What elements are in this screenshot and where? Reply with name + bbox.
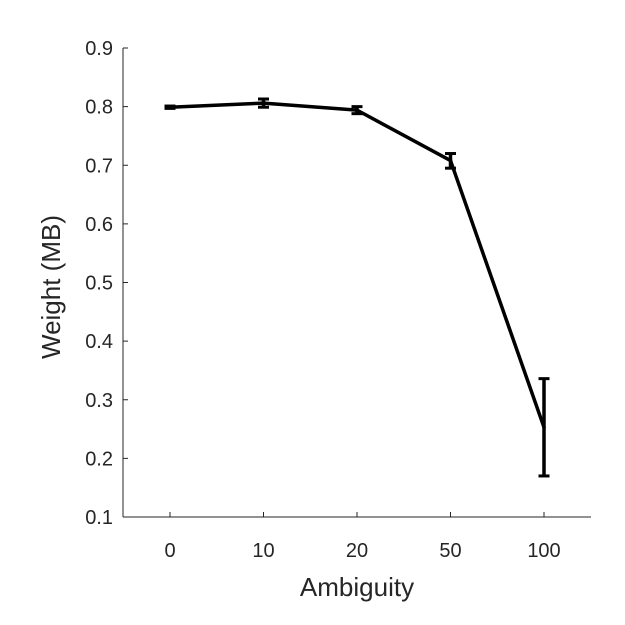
y-tick-label: 0.7 (85, 155, 113, 177)
x-tick-label: 20 (346, 540, 368, 562)
y-axis-title: Weight (MB) (36, 215, 66, 359)
x-axis-title: Ambiguity (300, 572, 414, 602)
y-tick-label: 0.6 (85, 214, 113, 236)
y-axis: 0.1 0.2 0.3 0.4 0.5 0.6 0.7 0.8 0.9 (85, 38, 128, 529)
x-tick-label: 50 (439, 540, 461, 562)
x-axis: 0 10 20 50 100 (123, 512, 591, 562)
data-point (261, 101, 266, 105)
series-line (169, 101, 546, 428)
data-point (448, 158, 453, 163)
y-tick-label: 0.9 (85, 38, 113, 60)
y-tick-label: 0.4 (85, 331, 113, 353)
y-tick-label: 0.2 (85, 448, 113, 470)
x-tick-label: 100 (527, 540, 560, 562)
y-tick-label: 0.8 (85, 97, 113, 119)
data-point (542, 425, 546, 430)
y-tick-label: 0.3 (85, 390, 113, 412)
x-tick-label: 10 (252, 540, 274, 562)
x-tick-label: 0 (164, 540, 175, 562)
y-tick-label: 0.1 (85, 507, 113, 529)
data-point (355, 108, 359, 112)
y-tick-label: 0.5 (85, 273, 113, 295)
plot-area (164, 97, 550, 478)
data-point (168, 105, 172, 110)
